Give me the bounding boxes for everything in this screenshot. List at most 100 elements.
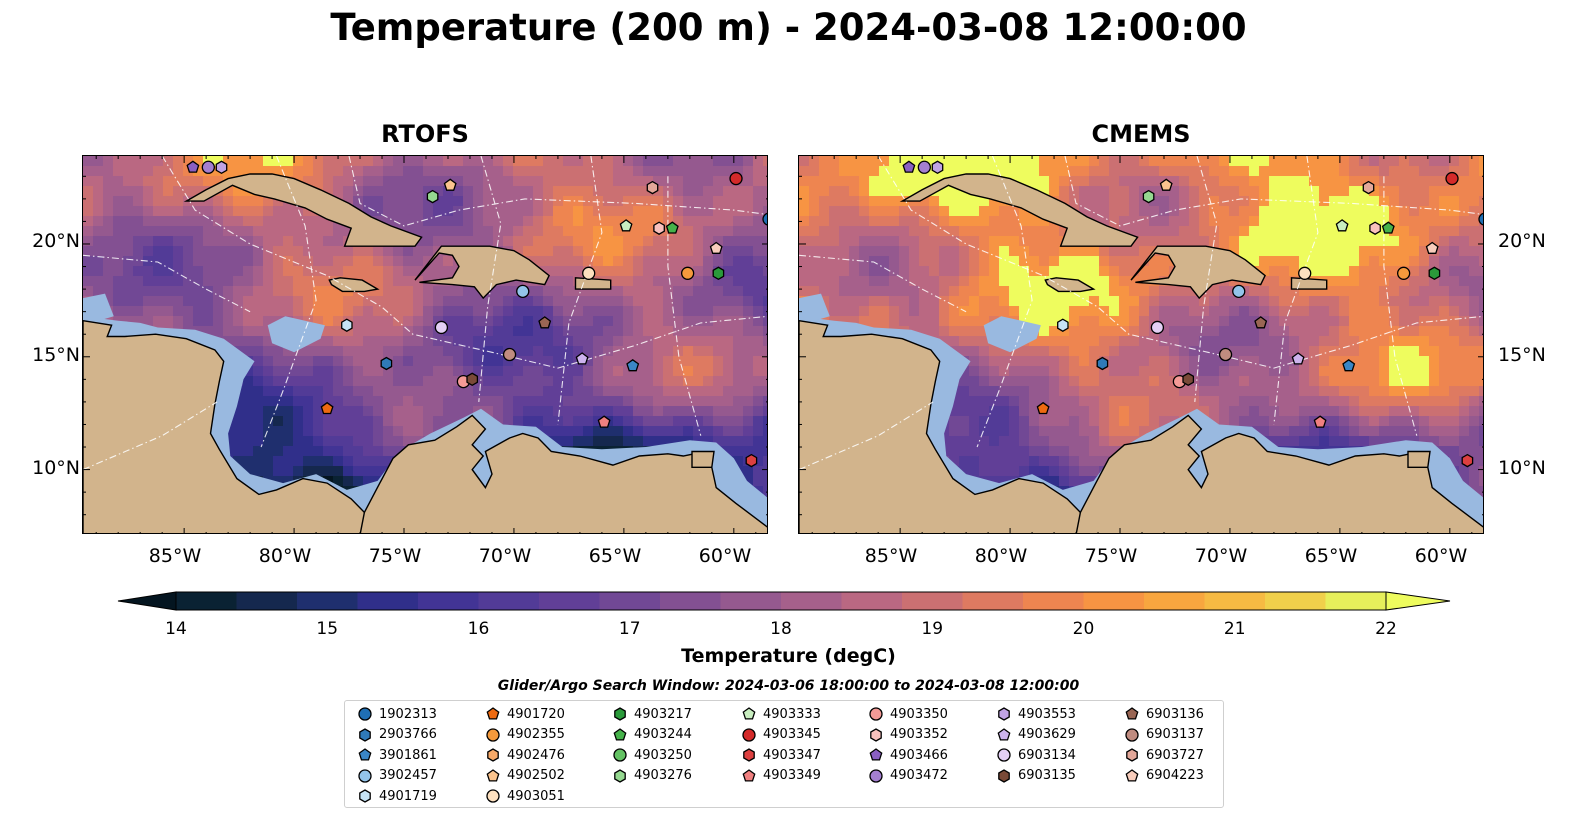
- lon-label-75w-cmems: 75°W: [1084, 545, 1138, 567]
- colorbar-extend-low: [117, 591, 177, 611]
- legend-item-label: 4903250: [634, 747, 692, 763]
- legend-item: 4903629: [996, 725, 1076, 745]
- circle-marker-icon: [358, 769, 372, 783]
- circle-marker-icon: [869, 707, 883, 721]
- legend-item-label: 6903137: [1146, 727, 1204, 743]
- legend-item: 2903766: [357, 725, 437, 745]
- land-puertoRico: [574, 277, 612, 290]
- float-marker: [538, 316, 552, 329]
- float-marker: [582, 266, 596, 280]
- colorbar-segment: [1265, 592, 1326, 610]
- legend: 1902313 2903766 3901861 3902457 4901719 49017…: [344, 700, 1224, 808]
- legend-marker: [359, 727, 371, 742]
- land-puertoRico: [1290, 277, 1328, 290]
- float-marker: [1369, 221, 1381, 235]
- lon-label-75w-rtofs: 75°W: [368, 545, 422, 567]
- legend-item-label: 6903134: [1018, 747, 1076, 763]
- circle-marker-icon: [486, 727, 500, 742]
- panel-title-cmems: CMEMS: [1091, 120, 1191, 148]
- legend-item-label: 3901861: [379, 747, 437, 763]
- legend-item-label: 4903051: [507, 788, 565, 804]
- float-marker: [931, 160, 944, 175]
- float-marker: [729, 171, 743, 186]
- lon-label-60w-rtofs: 60°W: [698, 545, 752, 567]
- colorbar-segment: [660, 592, 721, 610]
- float-marker: [1396, 266, 1411, 280]
- legend-item: 6903136: [1124, 704, 1204, 724]
- legend-marker: [486, 768, 500, 782]
- legend-marker: [869, 769, 883, 783]
- legend-marker: [613, 727, 627, 741]
- float-marker: [619, 219, 633, 232]
- legend-marker: [998, 769, 1010, 783]
- float-marker: [653, 221, 665, 235]
- legend-item: 4903250: [612, 745, 692, 765]
- float-marker: [1218, 347, 1233, 362]
- float-marker: [1428, 266, 1441, 281]
- legend-item-label: 3902457: [379, 768, 437, 784]
- land-hispaniola: [1130, 245, 1266, 300]
- legend-item: 4903553: [996, 704, 1076, 724]
- colorbar-segment: [1325, 592, 1387, 610]
- legend-marker: [1125, 768, 1139, 782]
- float-marker: [762, 212, 767, 226]
- legend-item: 4902502: [485, 766, 565, 786]
- legend-item-label: 4902355: [507, 727, 565, 743]
- float-marker: [1096, 356, 1109, 371]
- float-marker: [1036, 401, 1050, 415]
- circle-marker-icon: [869, 769, 883, 783]
- legend-item-label: 1902313: [379, 706, 437, 722]
- colorbar-tick-label: 17: [618, 619, 641, 639]
- land-jamaica: [1044, 277, 1096, 293]
- colorbar-tick-label: 20: [1072, 619, 1095, 639]
- legend-item-label: 4903217: [634, 706, 692, 722]
- pentagon-marker-icon: [997, 727, 1011, 741]
- colorbar-segment: [236, 592, 298, 610]
- float-marker: [709, 241, 723, 254]
- legend-marker: [998, 707, 1010, 721]
- colorbar-segment: [1083, 592, 1145, 610]
- legend-marker: [613, 748, 627, 762]
- float-marker: [320, 401, 334, 415]
- colorbar-segment: [841, 592, 903, 610]
- legend-item-label: 4903629: [1018, 727, 1076, 743]
- legend-item: 1902313: [357, 704, 437, 724]
- lat-label-10n-left: 10°N: [32, 457, 80, 479]
- float-marker: [1381, 221, 1395, 234]
- float-marker: [1425, 241, 1439, 254]
- lon-label-85w-cmems: 85°W: [864, 545, 918, 567]
- legend-item-label: 4903352: [890, 727, 948, 743]
- float-marker: [1291, 352, 1305, 365]
- legend-item-label: 6903136: [1146, 706, 1204, 722]
- float-marker: [1335, 219, 1349, 232]
- circle-marker-icon: [997, 748, 1011, 762]
- pentagon-marker-icon: [1125, 768, 1139, 782]
- pentagon-marker-icon: [486, 768, 500, 782]
- float-marker: [215, 160, 228, 175]
- hexagon-marker-icon: [870, 727, 882, 742]
- colorbar-segment: [781, 592, 842, 610]
- pentagon-marker-icon: [486, 707, 500, 720]
- colorbar-segment: [539, 592, 600, 610]
- float-marker: [1313, 415, 1327, 428]
- lat-label-20n-left: 20°N: [32, 230, 80, 252]
- circle-marker-icon: [486, 789, 500, 804]
- legend-item: 6903137: [1124, 725, 1204, 745]
- colorbar-tick-label: 14: [165, 619, 187, 639]
- legend-marker: [487, 748, 499, 762]
- colorbar-tick-label: 16: [467, 619, 490, 639]
- colorbar-segment: [1204, 592, 1266, 610]
- legend-item: 4903244: [612, 725, 692, 745]
- map-panel-rtofs: [82, 155, 768, 534]
- figure-title: Temperature (200 m) - 2024-03-08 12:00:0…: [330, 6, 1247, 49]
- hexagon-marker-icon: [743, 748, 755, 762]
- float-marker: [516, 284, 530, 299]
- float-marker: [626, 358, 640, 372]
- legend-marker: [358, 707, 372, 721]
- float-marker: [341, 318, 353, 332]
- legend-item-label: 6903727: [1146, 747, 1204, 763]
- float-marker: [502, 347, 517, 362]
- colorbar-tick-label: 15: [316, 619, 339, 639]
- float-marker: [201, 160, 215, 174]
- legend-marker: [1126, 748, 1138, 762]
